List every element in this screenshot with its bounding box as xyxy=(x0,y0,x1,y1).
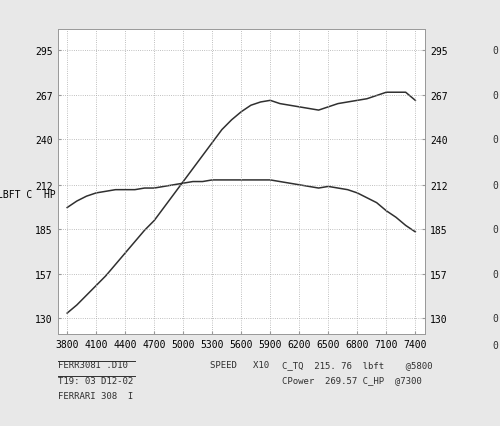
Text: 0: 0 xyxy=(492,270,498,279)
Text: CPower  269.57 C_HP  @7300: CPower 269.57 C_HP @7300 xyxy=(282,376,422,385)
Text: T19: 03 D12-02: T19: 03 D12-02 xyxy=(58,376,133,385)
Text: 0: 0 xyxy=(492,180,498,190)
Text: C_TQ  215. 76  lbft    @5800: C_TQ 215. 76 lbft @5800 xyxy=(282,360,433,369)
Text: 0: 0 xyxy=(492,224,498,234)
Text: FERRARI 308  I: FERRARI 308 I xyxy=(58,391,133,400)
Text: FERR308I .D10: FERR308I .D10 xyxy=(58,360,128,369)
Text: 0: 0 xyxy=(492,313,498,323)
Text: 0: 0 xyxy=(492,340,498,350)
Text: 0: 0 xyxy=(492,91,498,101)
Text: SPEED   X10: SPEED X10 xyxy=(210,360,269,369)
Text: 0: 0 xyxy=(492,135,498,145)
Text: 0: 0 xyxy=(492,46,498,56)
Y-axis label: LBFT C  HP: LBFT C HP xyxy=(0,189,56,199)
